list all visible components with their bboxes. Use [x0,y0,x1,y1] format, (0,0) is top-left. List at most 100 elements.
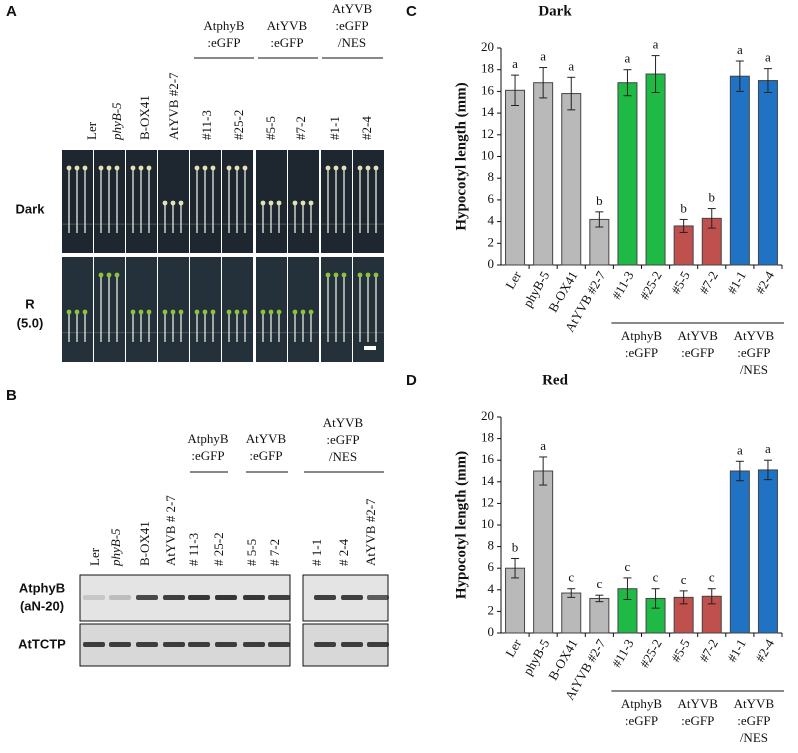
x-tick-label: #25-2 [637,268,665,302]
x-tick-label: #11-3 [609,268,637,301]
cotyledon [194,165,200,171]
blot-band [367,642,389,647]
y-tick-label: 6 [488,191,495,206]
cotyledon [341,165,347,171]
cotyledon [308,309,314,315]
significance-letter: c [681,572,687,587]
y-tick-label: 14 [481,473,495,488]
blot-band [268,595,290,600]
blot-band [367,595,389,600]
cotyledon [202,165,208,171]
significance-letter: a [540,438,546,453]
bar [589,597,610,634]
photo [288,257,319,362]
significance-letter: a [737,442,743,457]
x-tick-label: #5-5 [668,268,693,296]
group-label: :eGFP [737,345,770,360]
cotyledon [210,309,216,315]
column-label: #2-4 [359,116,374,140]
panel-letter: A [6,3,17,20]
photo [126,257,157,362]
significance-letter: c [625,559,631,574]
y-tick-label: 4 [488,213,495,228]
cotyledon [268,200,274,206]
cotyledon [202,309,208,315]
blot-band [341,595,363,600]
error-bar [735,60,744,92]
column-label: #1-1 [327,116,342,140]
group-label: :eGFP [207,35,240,50]
y-tick-label: 0 [488,624,495,639]
photo [190,257,221,362]
group-label: :eGFP [191,448,224,463]
cotyledon [300,309,306,315]
cotyledon [106,165,112,171]
column-label: phyB-5 [108,528,123,567]
cotyledon [146,309,152,315]
x-tick-label: #11-3 [609,636,637,669]
cotyledon [292,309,298,315]
cotyledon [300,200,306,206]
cotyledon [114,272,120,278]
bar [757,80,778,266]
significance-letter: c [653,570,659,585]
x-tick-label: #5-5 [668,636,693,664]
cotyledon [373,272,379,278]
significance-letter: a [737,42,743,57]
cotyledon [234,309,240,315]
group-label: AtYVB [734,328,775,343]
column-label: #11-3 [199,110,214,140]
y-tick-label: 12 [481,494,494,509]
group-label: :eGFP [737,713,770,728]
group-label: /NES [740,730,768,745]
panel-letter: C [406,3,417,20]
cotyledon [260,309,266,315]
group-label: AtphyB [203,18,245,33]
group-label: /NES [740,362,768,377]
row-label: (5.0) [17,315,44,330]
group-label: AtphyB [621,328,663,343]
cotyledon [138,165,144,171]
cotyledon [66,165,72,171]
x-tick-label: Ler [502,268,524,292]
y-tick-label: 10 [481,147,494,162]
cotyledon [170,200,176,206]
group-label: :eGFP [681,345,714,360]
cotyledon [106,272,112,278]
blot-band [314,595,336,600]
error-bar [623,577,632,601]
x-tick-label: #2-4 [752,268,777,297]
blot-band [215,642,237,647]
error-bar [735,460,744,482]
significance-letter: a [540,49,546,64]
cotyledon [357,272,363,278]
y-tick-label: 20 [481,408,494,423]
error-bar [707,208,716,229]
x-tick-label: #2-4 [752,636,777,665]
group-label: :eGFP [625,713,658,728]
group-label: AtphyB [187,431,229,446]
cotyledon [365,272,371,278]
column-label: #7-2 [293,116,308,140]
column-label: # 7-2 [267,539,282,566]
y-axis-label: Hypocotyl length (mm) [453,82,469,230]
column-label: #5-5 [263,116,278,140]
group-label: AtphyB [621,696,663,711]
significance-letter: c [568,570,574,585]
significance-letter: a [765,441,771,456]
column-label: AtYVB #2-7 [166,72,181,140]
cotyledon [210,165,216,171]
blot-band [243,642,265,647]
x-tick-label: #7-2 [696,636,721,664]
cotyledon [178,200,184,206]
cotyledon [234,165,240,171]
group-label: AtYVB [677,696,718,711]
error-bar [511,557,520,579]
cotyledon [82,309,88,315]
cotyledon [260,200,266,206]
y-tick-label: 14 [481,104,495,119]
column-label: # 2-4 [336,538,351,566]
cotyledon [242,165,248,171]
column-label: AtYVB #2-7 [363,498,378,566]
error-bar [595,594,604,603]
